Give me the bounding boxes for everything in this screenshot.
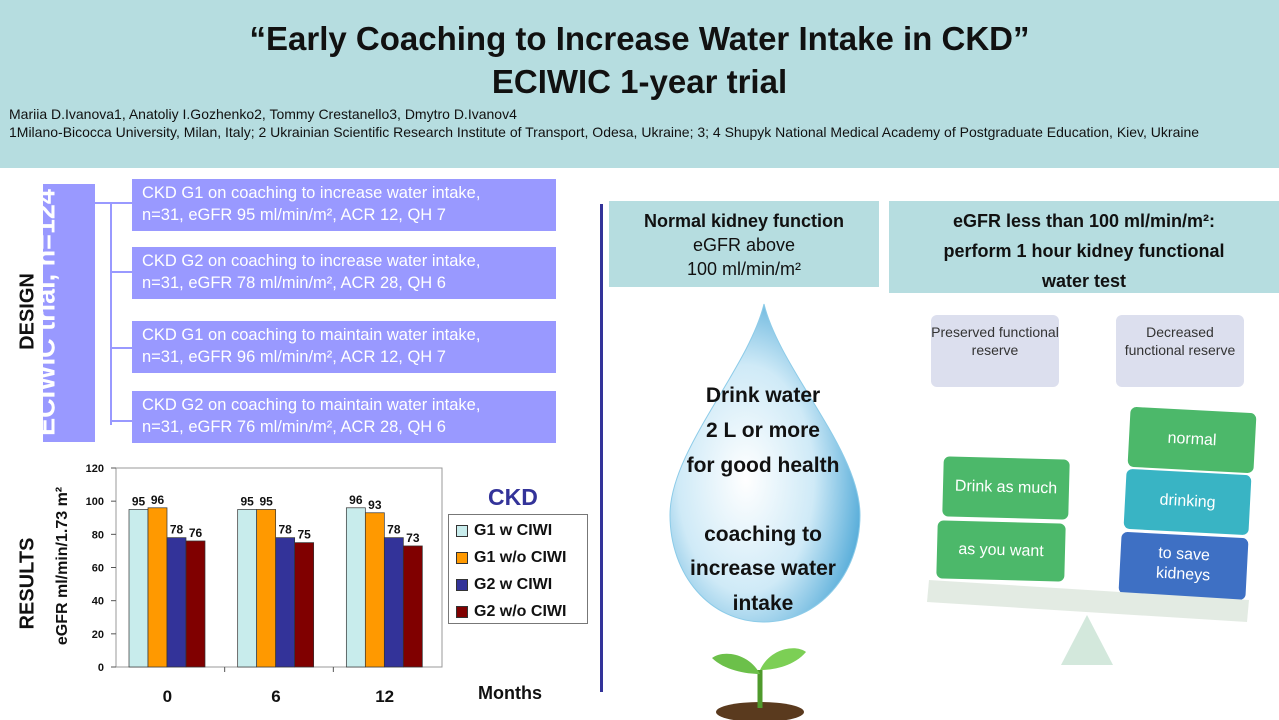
bar xyxy=(147,507,168,668)
header-banner: “Early Coaching to Increase Water Intake… xyxy=(0,0,1279,168)
drink-as-much-box: Drink as much xyxy=(942,456,1070,520)
bar xyxy=(383,537,404,668)
decreased-reserve-label: Decreased functional reserve xyxy=(1116,315,1244,387)
group-1-line1: CKD G1 on coaching to increase water int… xyxy=(142,184,481,202)
x-tick-label: 0 xyxy=(163,687,172,706)
functional-test-box: eGFR less than 100 ml/min/m²: perform 1 … xyxy=(889,201,1279,293)
as-you-want-box: as you want xyxy=(936,520,1066,582)
bar xyxy=(364,512,385,668)
normal-function-box: Normal kidney function eGFR above 100 ml… xyxy=(609,201,879,287)
bar xyxy=(237,509,258,668)
legend-label: G1 w/o CIWI xyxy=(474,549,567,566)
legend-item-g2-w-ciwi: G2 w CIWI xyxy=(456,576,552,594)
affiliations: 1Milano-Bicocca University, Milan, Italy… xyxy=(9,124,1200,140)
drop-text-line1: Drink water xyxy=(705,384,821,407)
bracket-connector xyxy=(110,271,132,273)
group-4-line2: n=31, eGFR 76 ml/min/m², ACR 28, QH 6 xyxy=(142,418,446,436)
group-3-line1: CKD G1 on coaching to maintain water int… xyxy=(142,326,481,344)
chart-legend: G1 w CIWI G1 w/o CIWI G2 w CIWI G2 w/o C… xyxy=(448,514,588,624)
bar-data-label: 93 xyxy=(368,498,382,512)
x-tick-label: 12 xyxy=(375,687,394,706)
bar-data-label: 78 xyxy=(278,523,292,537)
y-tick-label: 60 xyxy=(92,563,104,575)
y-tick-label: 100 xyxy=(86,496,104,508)
group-2-line1: CKD G2 on coaching to increase water int… xyxy=(142,252,481,270)
bar-data-label: 75 xyxy=(297,528,311,542)
legend-item-g1-w-ciwi: G1 w CIWI xyxy=(456,522,552,540)
bar xyxy=(402,545,423,668)
drop-text-line6: intake xyxy=(732,592,794,615)
egfr-bar-chart: 0 20 40 60 80 100 120 95 96 78 76 0 95 95 78 75 6 96 93 78 7… xyxy=(86,463,542,706)
drop-text-line3: for good health xyxy=(686,454,840,477)
drop-text-line4: coaching to xyxy=(704,523,822,546)
preserved-reserve-label: Preserved functional reserve xyxy=(931,315,1059,387)
bar-data-label: 78 xyxy=(170,523,184,537)
x-axis-label: Months xyxy=(478,683,542,703)
legend-label: G2 w/o CIWI xyxy=(474,603,567,620)
group-1-line2: n=31, eGFR 95 ml/min/m², ACR 12, QH 7 xyxy=(142,206,446,224)
normal-line3: 100 ml/min/m² xyxy=(686,259,802,279)
trial-box xyxy=(43,184,95,442)
normal-line2: eGFR above xyxy=(692,235,796,255)
group-2-line2: n=31, eGFR 78 ml/min/m², ACR 28, QH 6 xyxy=(142,274,446,292)
bracket-line xyxy=(110,202,112,425)
normal-heading: Normal kidney function xyxy=(643,211,845,231)
bar xyxy=(345,507,366,668)
x-tick-label: 6 xyxy=(271,687,280,706)
legend-title: CKD xyxy=(488,484,538,510)
legend-item-g2-wo-ciwi: G2 w/o CIWI xyxy=(456,603,566,621)
y-tick-label: 0 xyxy=(98,662,104,674)
bar-data-label: 76 xyxy=(189,526,203,540)
legend-label: G1 w CIWI xyxy=(474,522,553,539)
bar xyxy=(256,509,277,668)
bar-data-label: 96 xyxy=(349,493,363,507)
group-4-line1: CKD G2 on coaching to maintain water int… xyxy=(142,396,481,414)
bar xyxy=(185,540,206,668)
test-heading-line3: water test xyxy=(1041,271,1127,291)
bar xyxy=(275,537,296,668)
drop-text-line2: 2 L or more xyxy=(706,419,820,442)
section-divider xyxy=(600,204,603,692)
test-heading-line1: eGFR less than 100 ml/min/m²: xyxy=(952,211,1216,231)
bar xyxy=(294,542,315,668)
test-heading-line2: perform 1 hour kidney functional xyxy=(943,241,1225,261)
bar-data-label: 95 xyxy=(240,494,254,508)
normal-box: normal xyxy=(1127,406,1257,474)
group-box-3: CKD G1 on coaching to maintain water int… xyxy=(132,321,556,373)
bar-data-label: 95 xyxy=(259,494,273,508)
drop-text-line5: increase water xyxy=(690,557,836,580)
y-tick-label: 80 xyxy=(92,529,104,541)
balance-scale-icon xyxy=(927,580,1249,665)
bar-data-label: 73 xyxy=(406,531,420,545)
bracket-connector xyxy=(110,347,132,349)
y-tick-label: 40 xyxy=(92,596,104,608)
y-tick-label: 120 xyxy=(86,463,104,475)
y-tick-label: 20 xyxy=(92,629,104,641)
bar-data-label: 78 xyxy=(387,523,401,537)
group-3-line2: n=31, eGFR 96 ml/min/m², ACR 12, QH 7 xyxy=(142,348,446,366)
water-drop-icon xyxy=(669,303,861,623)
trial-label: ECIWIC trial, n=124 xyxy=(30,189,61,436)
drinking-box: drinking xyxy=(1123,468,1252,536)
group-box-1: CKD G1 on coaching to increase water int… xyxy=(132,179,556,231)
sprout-icon xyxy=(712,648,806,720)
group-box-2: CKD G2 on coaching to increase water int… xyxy=(132,247,556,299)
group-box-4: CKD G2 on coaching to maintain water int… xyxy=(132,391,556,443)
bracket-connector xyxy=(110,420,132,422)
authors: Mariia D.Ivanova1, Anatoliy I.Gozhenko2,… xyxy=(9,106,517,122)
bar xyxy=(128,509,149,668)
legend-item-g1-wo-ciwi: G1 w/o CIWI xyxy=(456,549,566,567)
legend-label: G2 w CIWI xyxy=(474,576,553,593)
bar-data-label: 96 xyxy=(151,493,165,507)
title-line-1: “Early Coaching to Increase Water Intake… xyxy=(249,20,1030,57)
title-line-2: ECIWIC 1-year trial xyxy=(491,63,788,100)
bar-data-label: 95 xyxy=(132,494,146,508)
bracket-connector xyxy=(95,202,132,204)
bar xyxy=(166,537,187,668)
